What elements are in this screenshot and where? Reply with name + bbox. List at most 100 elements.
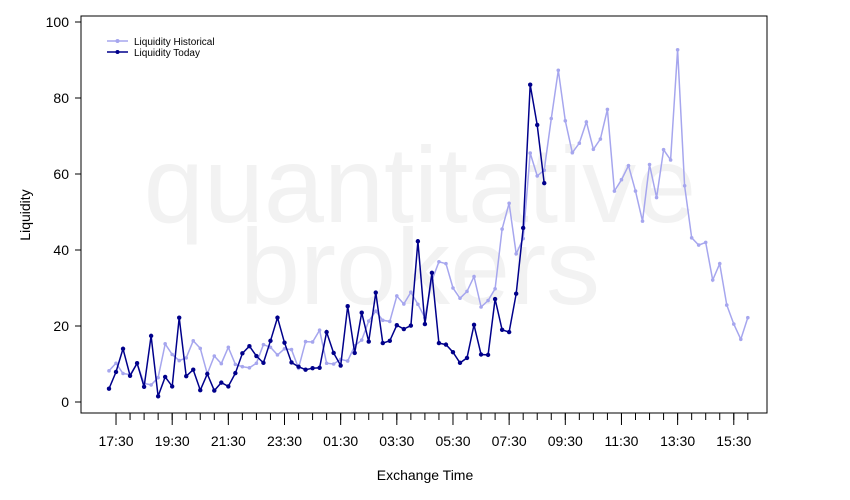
series-point	[626, 163, 631, 168]
y-tick-label: 80	[53, 90, 69, 106]
series-point	[198, 388, 203, 393]
series-point	[485, 352, 491, 358]
legend-swatch-point	[115, 39, 120, 43]
series-point	[493, 286, 497, 291]
series-point	[282, 347, 287, 351]
series-point	[219, 361, 224, 366]
series-point	[479, 305, 483, 309]
series-point	[324, 329, 329, 335]
series-point	[465, 289, 469, 294]
y-tick-label: 100	[46, 14, 70, 30]
x-tick-label: 01:30	[323, 433, 358, 449]
x-tick-label: 19:30	[155, 433, 190, 449]
series-point	[682, 183, 687, 188]
series-point	[394, 323, 400, 328]
series-point	[689, 236, 694, 240]
series-point	[134, 361, 140, 366]
series-point	[191, 367, 196, 372]
plot-frame	[80, 15, 768, 414]
legend-label: Liquidity Today	[134, 48, 200, 59]
series-point	[395, 294, 399, 298]
x-tick-label: 07:30	[492, 433, 527, 449]
series-point	[359, 310, 364, 315]
series-point	[535, 174, 540, 178]
series-point	[261, 342, 266, 347]
series-point	[619, 177, 624, 182]
series-point	[542, 180, 547, 186]
series-point	[457, 360, 463, 366]
x-tick-label: 09:30	[548, 433, 583, 449]
legend-label: Liquidity Historical	[134, 37, 215, 48]
series-point	[506, 329, 512, 335]
series-point	[598, 137, 603, 141]
series-point	[464, 355, 470, 361]
series-point	[401, 326, 407, 332]
series-point	[184, 373, 189, 379]
y-tick-label: 20	[53, 318, 69, 334]
series-point	[563, 119, 568, 123]
series-point	[127, 373, 133, 378]
series-point	[155, 394, 161, 399]
series-point	[177, 358, 181, 363]
series-point	[380, 318, 385, 323]
series-point	[528, 82, 533, 87]
series-point	[451, 286, 455, 290]
series-point	[458, 296, 462, 301]
series-point	[141, 384, 147, 389]
series-point	[717, 261, 722, 266]
series-point	[331, 350, 336, 356]
series-point	[296, 364, 301, 369]
series-point	[289, 347, 294, 352]
series-point	[499, 327, 505, 332]
legend-swatch-point	[115, 50, 120, 54]
series-point	[162, 374, 168, 380]
series-point	[107, 369, 111, 373]
series-point	[436, 340, 442, 346]
series-point	[331, 362, 336, 366]
series-point	[500, 227, 504, 231]
series-point	[268, 345, 273, 350]
series-point	[675, 47, 680, 52]
series-point	[739, 337, 743, 342]
series-point	[703, 240, 708, 245]
series-point	[219, 380, 224, 385]
series-point	[528, 151, 532, 155]
series-point	[149, 383, 153, 387]
series-point	[514, 252, 518, 256]
series-point	[184, 356, 189, 360]
watermark-line-1: quantitative	[144, 124, 696, 245]
series-point	[570, 150, 575, 155]
series-point	[402, 302, 406, 306]
series-point	[240, 351, 245, 356]
series-point	[233, 370, 238, 376]
series-point	[261, 360, 266, 366]
y-axis-title: Liquidity	[17, 189, 33, 240]
series-point	[359, 338, 364, 342]
x-tick-label: 21:30	[211, 433, 246, 449]
series-point	[366, 339, 371, 344]
series-layer	[106, 47, 750, 399]
series-point	[535, 122, 540, 128]
x-tick-label: 03:30	[379, 433, 414, 449]
series-point	[437, 259, 441, 264]
series-point	[731, 322, 736, 326]
series-point	[254, 361, 259, 366]
x-tick-label: 17:30	[98, 433, 133, 449]
series-point	[668, 158, 673, 162]
series-point	[380, 340, 385, 346]
series-point	[289, 360, 294, 365]
series-point	[275, 315, 280, 320]
series-point	[549, 116, 554, 121]
series-point	[317, 328, 322, 332]
series-point	[169, 384, 175, 389]
series-point	[647, 162, 652, 167]
series-point	[303, 367, 308, 372]
series-point	[156, 375, 160, 380]
series-point	[444, 261, 448, 266]
series-point	[387, 338, 392, 344]
series-point	[120, 346, 126, 351]
series-point	[254, 353, 259, 359]
series-point	[366, 319, 371, 323]
series-point	[345, 304, 350, 309]
series-point	[416, 302, 420, 307]
